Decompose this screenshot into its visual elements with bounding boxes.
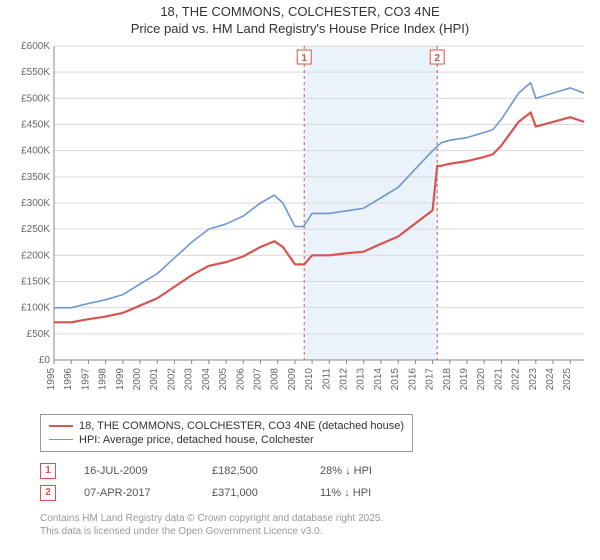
svg-text:£600K: £600K bbox=[21, 41, 50, 52]
sale-note: 28% ↓ HPI bbox=[320, 465, 420, 477]
svg-text:2000: 2000 bbox=[132, 367, 143, 390]
legend: 18, THE COMMONS, COLCHESTER, CO3 4NE (de… bbox=[40, 414, 413, 452]
chart-title: 18, THE COMMONS, COLCHESTER, CO3 4NE Pri… bbox=[10, 4, 590, 38]
svg-text:2017: 2017 bbox=[425, 367, 436, 390]
svg-text:2022: 2022 bbox=[511, 367, 522, 390]
chart-container: 18, THE COMMONS, COLCHESTER, CO3 4NE Pri… bbox=[0, 0, 600, 544]
svg-text:£350K: £350K bbox=[21, 172, 50, 183]
svg-text:£550K: £550K bbox=[21, 67, 50, 78]
sale-date: 07-APR-2017 bbox=[84, 487, 184, 499]
legend-item: HPI: Average price, detached house, Colc… bbox=[49, 433, 404, 447]
sale-date: 16-JUL-2009 bbox=[84, 465, 184, 477]
title-line-1: 18, THE COMMONS, COLCHESTER, CO3 4NE bbox=[160, 4, 439, 19]
svg-text:£0: £0 bbox=[39, 355, 51, 366]
svg-text:2010: 2010 bbox=[304, 367, 315, 390]
svg-text:£500K: £500K bbox=[21, 93, 50, 104]
svg-text:2024: 2024 bbox=[545, 367, 556, 390]
license-line-2: This data is licensed under the Open Gov… bbox=[40, 526, 322, 537]
svg-text:1999: 1999 bbox=[115, 367, 126, 390]
svg-text:2016: 2016 bbox=[407, 367, 418, 390]
sale-price: £371,000 bbox=[212, 487, 292, 499]
sale-price: £182,500 bbox=[212, 465, 292, 477]
sale-marker: 1 bbox=[40, 463, 56, 479]
svg-text:2011: 2011 bbox=[321, 367, 332, 389]
sale-row: 1 16-JUL-2009 £182,500 28% ↓ HPI bbox=[40, 460, 590, 482]
svg-text:1996: 1996 bbox=[63, 367, 74, 390]
license-line-1: Contains HM Land Registry data © Crown c… bbox=[40, 513, 383, 524]
svg-text:2025: 2025 bbox=[562, 367, 573, 390]
svg-text:2023: 2023 bbox=[528, 367, 539, 390]
title-line-2: Price paid vs. HM Land Registry's House … bbox=[131, 21, 469, 36]
svg-text:£150K: £150K bbox=[21, 276, 50, 287]
line-chart: £0 £50K £100K £150K £200K £250K £300K £350K £400… bbox=[10, 38, 590, 408]
svg-text:2: 2 bbox=[434, 53, 440, 64]
svg-text:£450K: £450K bbox=[21, 119, 50, 130]
sale-marker: 2 bbox=[40, 485, 56, 501]
svg-text:2007: 2007 bbox=[252, 367, 263, 390]
svg-text:1997: 1997 bbox=[80, 367, 91, 390]
svg-text:£200K: £200K bbox=[21, 250, 50, 261]
svg-text:2003: 2003 bbox=[184, 367, 195, 390]
legend-item: 18, THE COMMONS, COLCHESTER, CO3 4NE (de… bbox=[49, 419, 404, 433]
svg-text:2015: 2015 bbox=[390, 367, 401, 390]
svg-text:£250K: £250K bbox=[21, 224, 50, 235]
legend-label: HPI: Average price, detached house, Colc… bbox=[79, 434, 314, 446]
svg-text:2020: 2020 bbox=[476, 367, 487, 390]
svg-text:1998: 1998 bbox=[98, 367, 109, 390]
svg-text:1: 1 bbox=[301, 53, 307, 64]
svg-text:2001: 2001 bbox=[149, 367, 160, 390]
sale-row: 2 07-APR-2017 £371,000 11% ↓ HPI bbox=[40, 482, 590, 504]
svg-text:2013: 2013 bbox=[356, 367, 367, 390]
svg-text:2009: 2009 bbox=[287, 367, 298, 390]
license-text: Contains HM Land Registry data © Crown c… bbox=[40, 512, 590, 538]
svg-text:2018: 2018 bbox=[442, 367, 453, 390]
svg-text:2006: 2006 bbox=[235, 367, 246, 390]
svg-text:£50K: £50K bbox=[27, 329, 51, 340]
svg-text:1995: 1995 bbox=[46, 367, 57, 390]
sales-table: 1 16-JUL-2009 £182,500 28% ↓ HPI 2 07-APR-201… bbox=[40, 460, 590, 504]
svg-text:£300K: £300K bbox=[21, 198, 50, 209]
svg-text:2014: 2014 bbox=[373, 367, 384, 390]
svg-text:2002: 2002 bbox=[166, 367, 177, 390]
legend-label: 18, THE COMMONS, COLCHESTER, CO3 4NE (de… bbox=[79, 420, 404, 432]
sale-note: 11% ↓ HPI bbox=[320, 487, 420, 499]
legend-swatch bbox=[49, 425, 73, 427]
svg-text:£400K: £400K bbox=[21, 145, 50, 156]
svg-text:£100K: £100K bbox=[21, 302, 50, 313]
svg-text:2012: 2012 bbox=[339, 367, 350, 390]
svg-text:2008: 2008 bbox=[270, 367, 281, 390]
svg-text:2021: 2021 bbox=[493, 367, 504, 390]
svg-text:2004: 2004 bbox=[201, 367, 212, 390]
svg-text:2019: 2019 bbox=[459, 367, 470, 390]
svg-text:2005: 2005 bbox=[218, 367, 229, 390]
chart-svg: £0 £50K £100K £150K £200K £250K £300K £350K £400… bbox=[10, 38, 590, 408]
legend-swatch bbox=[49, 439, 73, 440]
